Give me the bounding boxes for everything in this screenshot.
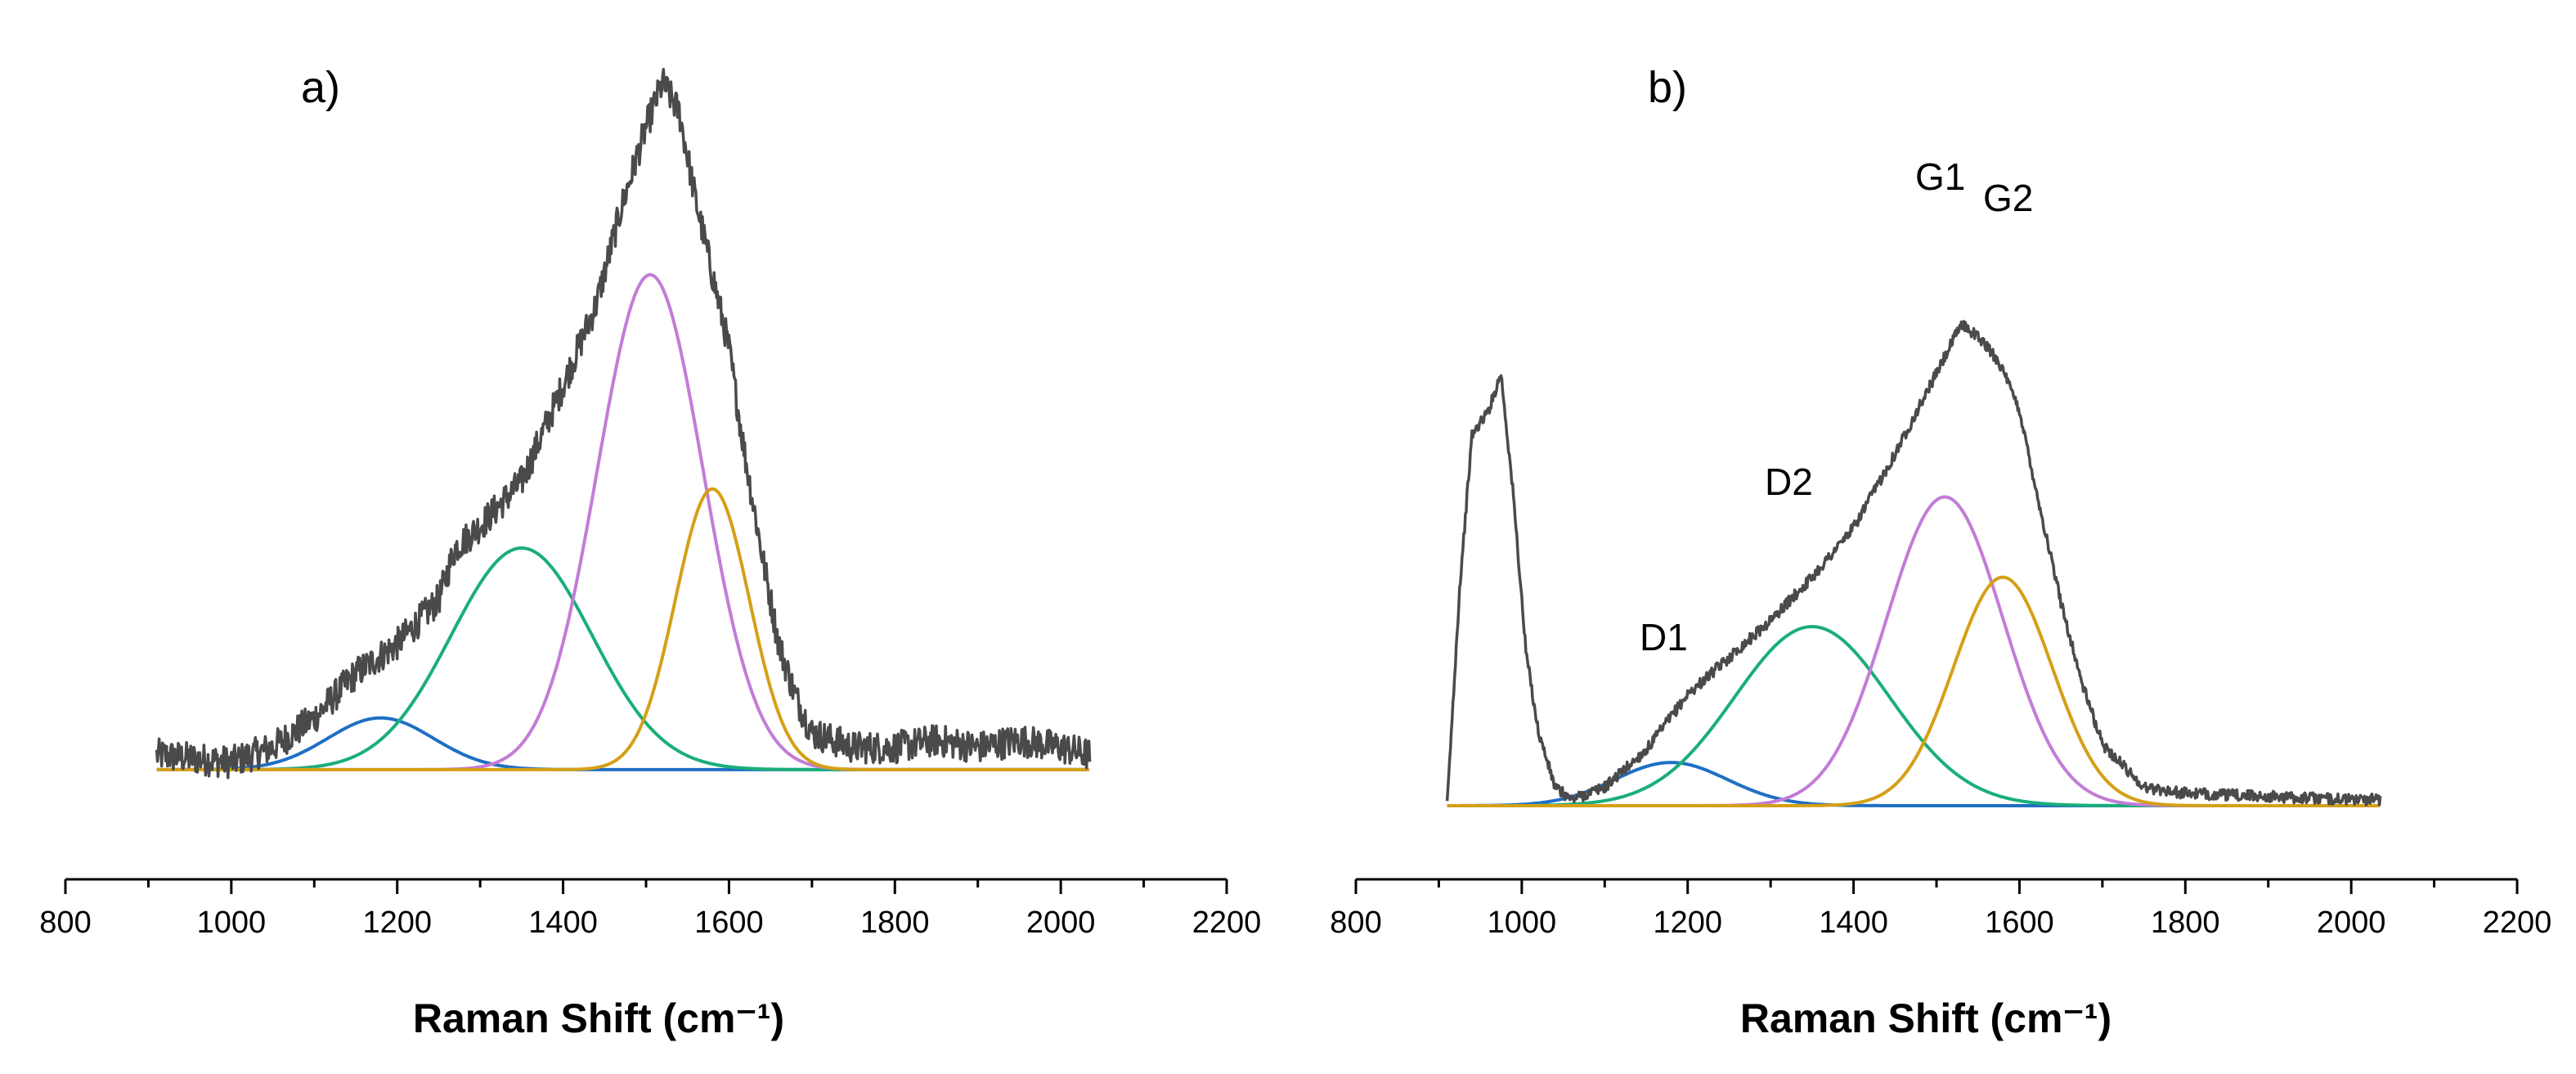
- x-tick-label: 1000: [1488, 905, 1557, 940]
- peak-label-d1: D1: [1640, 616, 1688, 658]
- fit-component-G2: [1447, 575, 2380, 807]
- x-tick-label: 1400: [1819, 905, 1888, 940]
- x-tick-label: 1800: [2151, 905, 2220, 940]
- fit-component-D2: [1447, 624, 2380, 807]
- x-tick-label: 800: [39, 905, 91, 940]
- fit-component-1580: [156, 487, 1089, 771]
- x-tick-label: 800: [1330, 905, 1381, 940]
- x-tick-label: 1200: [1653, 905, 1722, 940]
- panel-b-x-axis-title: Raman Shift (cm⁻¹): [1740, 995, 2112, 1041]
- x-tick-label: 1600: [1985, 905, 2054, 940]
- panel-a: a) Raman Shift (cm⁻¹) 800 1000 1200 1400 160…: [39, 63, 1261, 1041]
- x-tick-label: 1200: [362, 905, 432, 940]
- x-tick-label: 2000: [1026, 905, 1096, 940]
- measured-spectrum: [155, 68, 1092, 780]
- x-tick-label: 1800: [860, 905, 930, 940]
- x-tick-label: 2200: [2483, 905, 2552, 940]
- panel-a-label: a): [301, 63, 340, 112]
- peak-label-d2: D2: [1765, 461, 1813, 503]
- panel-b-label: b): [1648, 63, 1687, 112]
- peak-label-g1: G1: [1915, 155, 1965, 198]
- x-tick-label: 1000: [197, 905, 267, 940]
- x-tick-label: 2000: [2317, 905, 2386, 940]
- peak-label-g2: G2: [1983, 177, 2033, 219]
- measured-spectrum: [1445, 320, 2382, 807]
- panel-a-x-axis-title: Raman Shift (cm⁻¹): [413, 995, 784, 1041]
- fit-component-1505: [156, 273, 1089, 771]
- x-tick-label: 2200: [1192, 905, 1262, 940]
- x-tick-label: 1400: [528, 905, 598, 940]
- x-tick-label: 1600: [694, 905, 764, 940]
- panel-b: b) Raman Shift (cm⁻¹) 800 1000 1200 1400 160…: [1330, 63, 2551, 1041]
